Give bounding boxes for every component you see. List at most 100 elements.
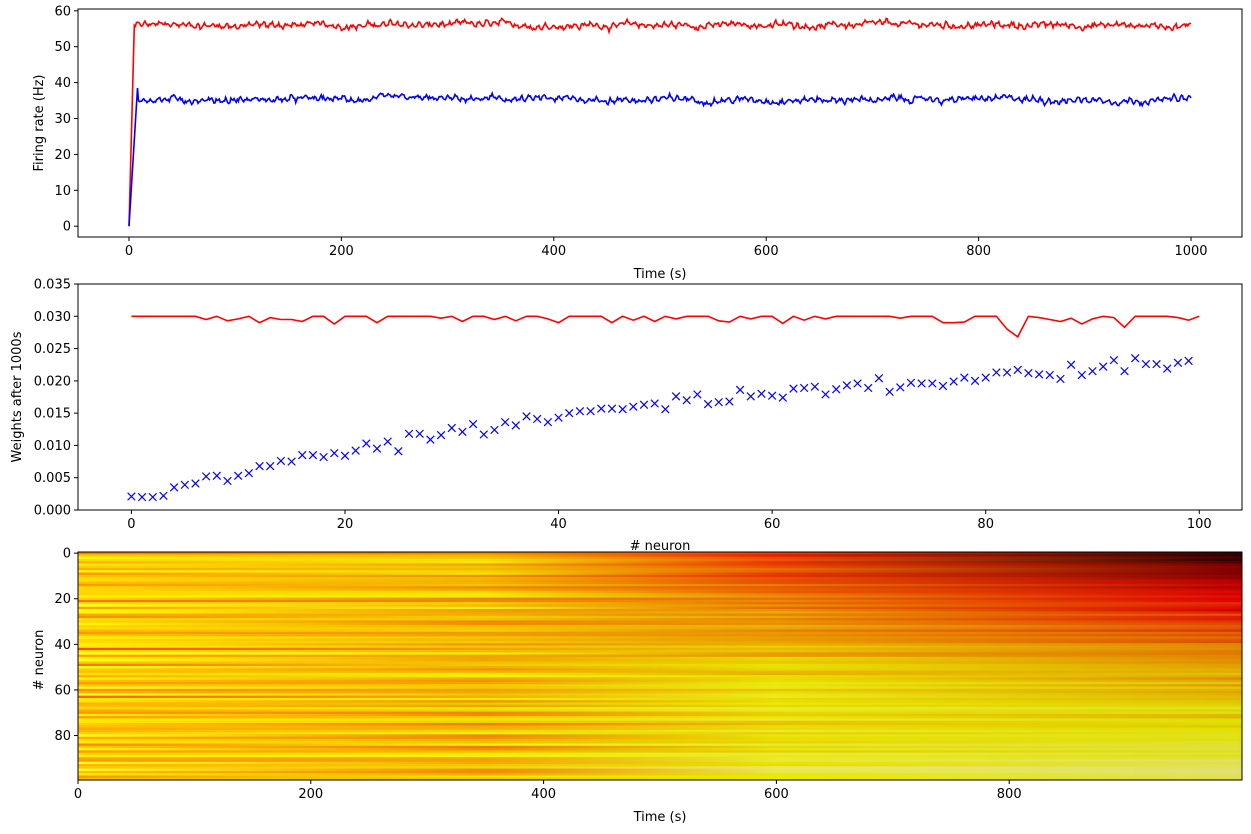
weight-marker (607, 404, 617, 413)
weights-ytick-label: 0.020 (34, 374, 71, 389)
weight-marker (191, 479, 200, 488)
weight-marker (265, 461, 275, 471)
weight-marker (1066, 360, 1076, 369)
weights-x-label: # neuron (630, 539, 691, 554)
weight-marker (586, 406, 595, 416)
weight-marker (629, 402, 638, 411)
heatmap-axes-frame (77, 551, 1243, 781)
weight-marker (1184, 356, 1193, 366)
heatmap-time-shading (78, 552, 1242, 780)
weight-marker (842, 381, 852, 390)
weight-marker (1141, 359, 1151, 369)
weight-marker (1002, 368, 1012, 377)
weight-marker (212, 471, 222, 481)
weight-marker (330, 448, 339, 458)
heatmap-xtick-label: 600 (764, 787, 789, 802)
weight-marker (372, 444, 382, 453)
weight-marker (789, 384, 798, 393)
firing-rate-x-label: Time (s) (633, 267, 687, 282)
weight-marker (639, 400, 649, 409)
weight-marker (415, 429, 424, 439)
weight-marker (383, 437, 392, 446)
weight-marker (906, 378, 916, 388)
weight-marker (223, 476, 232, 486)
firing-rate-xtick-label: 600 (754, 244, 779, 259)
heatmap-x-label: Time (s) (633, 810, 687, 825)
weight-marker (896, 383, 905, 392)
weight-marker (426, 435, 435, 444)
weight-markers (127, 354, 1193, 502)
weight-marker (960, 373, 969, 382)
weights-y-label: Weights after 1000s (10, 331, 25, 462)
weights-xtick-label: 20 (337, 517, 354, 532)
weights-xtick-label: 40 (550, 517, 567, 532)
weight-marker (661, 405, 670, 414)
heatmap-ytick-label: 60 (54, 683, 71, 698)
weight-marker (1173, 358, 1183, 368)
weight-marker (703, 399, 713, 409)
weight-marker (821, 390, 830, 399)
weight-marker (992, 368, 1001, 377)
weight-marker (714, 397, 723, 407)
firing-rate-ytick-label: 20 (54, 148, 71, 163)
weight-marker (201, 472, 211, 481)
weight-marker (949, 377, 958, 386)
weight-marker (169, 483, 179, 492)
weight-marker (1013, 365, 1022, 375)
weight-marker (1163, 364, 1172, 373)
weight-marker (1120, 366, 1129, 376)
weight-marker (554, 413, 563, 422)
weights-ytick-label: 0.025 (34, 342, 71, 357)
weight-marker (565, 408, 574, 418)
weight-marker (298, 450, 307, 460)
heatmap-ytick-label: 80 (54, 729, 71, 744)
weights-ytick-label: 0.015 (34, 407, 71, 422)
weight-marker (1024, 368, 1033, 378)
heatmap-y-label: # neuron (32, 630, 47, 691)
weight-marker (810, 382, 820, 391)
weight-marker (1034, 370, 1044, 379)
weights-ytick-label: 0.005 (34, 471, 71, 486)
weight-marker (1152, 359, 1161, 369)
firing-rate-ytick-label: 30 (54, 112, 71, 127)
firing-rate-xtick-label: 0 (125, 244, 133, 259)
weight-marker (693, 390, 702, 399)
weight-marker (799, 383, 809, 393)
weight-marker (874, 374, 884, 383)
weight-marker (618, 405, 627, 414)
weights-xtick-label: 60 (764, 517, 781, 532)
weight-marker (885, 387, 894, 397)
weight-marker (864, 383, 873, 393)
weight-marker (575, 406, 585, 416)
weight-marker (532, 414, 542, 424)
weight-marker (180, 480, 190, 490)
weight-marker (735, 385, 745, 395)
weight-marker (479, 430, 489, 439)
weight-marker (671, 392, 681, 401)
weight-marker (938, 381, 948, 391)
weight-marker (1045, 370, 1055, 380)
firing-rate-xtick-label: 400 (541, 244, 566, 259)
heatmap-xtick-label: 800 (997, 787, 1022, 802)
firing-rate-y-label: Firing rate (Hz) (32, 74, 47, 171)
weight-marker (404, 429, 414, 439)
weight-marker (233, 471, 243, 481)
weight-marker (1077, 370, 1087, 380)
weight-marker (137, 492, 147, 502)
heatmap-ytick-label: 40 (54, 638, 71, 653)
firing-rate-xtick-label: 1000 (1174, 244, 1207, 259)
weight-marker (127, 492, 136, 501)
heatmap-ytick-label: 0 (63, 547, 71, 562)
weight-marker (362, 439, 371, 448)
firing-rate-ytick-label: 40 (54, 76, 71, 91)
firing-rate-panel: 0 200 400 600 800 1000 0 10 20 30 40 50 60 Time (s)… (32, 4, 1243, 282)
firing-rate-xtick-label: 800 (966, 244, 991, 259)
weight-marker (1056, 374, 1065, 384)
weight-marker (244, 468, 254, 478)
firing-rate-xtick-label: 200 (329, 244, 354, 259)
weight-marker (1098, 362, 1108, 371)
weight-marker (148, 492, 157, 502)
weight-marker (340, 451, 350, 460)
weight-marker (1109, 355, 1119, 365)
